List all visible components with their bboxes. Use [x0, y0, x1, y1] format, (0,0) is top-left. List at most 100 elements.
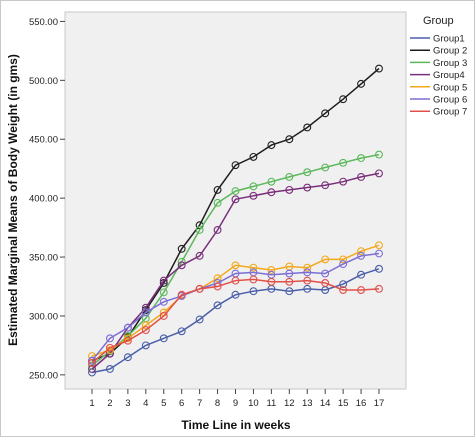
series-3-point [249, 182, 258, 191]
series-4-point [88, 365, 96, 373]
series-1-point [213, 301, 222, 310]
y-tick-label: 300.00 [29, 311, 58, 322]
x-tick-label: 4 [143, 398, 148, 409]
y-tick-label: 400.00 [29, 194, 58, 205]
legend-label: Group1 [433, 34, 465, 45]
series-2-point [339, 95, 348, 104]
series-4-point [375, 169, 383, 178]
x-tick-label: 9 [233, 398, 238, 409]
series-7-line [91, 278, 380, 364]
series-7-point [285, 277, 294, 286]
series-7-point [375, 284, 383, 293]
series-1-point [357, 270, 366, 279]
x-tick-label: 7 [197, 398, 202, 409]
series-4-point [267, 188, 276, 197]
x-tick-label: 6 [179, 398, 184, 409]
series-4-point [159, 276, 168, 285]
series-3-point [357, 154, 366, 163]
x-tick-label: 2 [107, 398, 112, 409]
series-2-point [357, 79, 366, 88]
series-5-point [231, 261, 240, 270]
series-3-point [195, 226, 204, 234]
series-7-point [177, 290, 186, 299]
series-2-point [375, 64, 383, 73]
series-1-line [91, 268, 380, 374]
series-4-point [357, 172, 366, 181]
x-tick-label: 1 [89, 398, 94, 409]
legend-label: Group 2 [433, 46, 467, 57]
series-3-point [159, 288, 168, 297]
series-4-point [177, 261, 186, 270]
series-2-point [213, 185, 222, 194]
series-6-point [357, 251, 366, 260]
x-tick-label: 15 [338, 398, 349, 409]
x-tick-label: 14 [320, 398, 331, 409]
series-5-point [303, 263, 312, 272]
series-4-point [195, 251, 204, 260]
x-tick-label: 16 [356, 398, 367, 409]
series-6-point [339, 260, 348, 269]
series-2-line [91, 67, 380, 362]
y-tick-label: 550.00 [29, 17, 58, 28]
series-4-point [213, 226, 222, 234]
x-tick-label: 5 [161, 398, 166, 409]
series-1-point [141, 341, 150, 350]
series-1-point [303, 284, 312, 293]
series-1-point [249, 287, 258, 296]
series-3-point [231, 187, 240, 196]
series-4-point [285, 185, 294, 194]
series-6-point [159, 297, 168, 306]
y-tick-label: 250.00 [29, 370, 58, 381]
series-2-point [177, 244, 186, 253]
series-3-line [91, 153, 380, 366]
legend-label: Group 3 [433, 58, 467, 69]
series-3-point [321, 163, 330, 172]
series-3-point [375, 150, 383, 159]
series-1-point [195, 315, 204, 324]
series-5-point [321, 255, 330, 264]
series-6-line [91, 252, 380, 362]
x-tick-label: 8 [215, 398, 220, 409]
series-1-point [339, 280, 348, 289]
series-7-point [88, 359, 96, 368]
legend-label: Group4 [433, 70, 465, 81]
series-2-point [249, 152, 258, 161]
x-tick-label: 10 [248, 398, 259, 409]
x-tick-label: 3 [125, 398, 130, 409]
series-5-line [91, 244, 380, 357]
series-7-point [105, 343, 114, 352]
legend-label: Group 7 [433, 107, 467, 118]
legend-label: Group 6 [433, 95, 467, 106]
series-6-point [105, 334, 114, 343]
y-tick-label: 450.00 [29, 135, 58, 146]
series-6-point [123, 323, 132, 332]
series-7-point [123, 336, 132, 345]
series-7-point [159, 312, 168, 320]
series-3-point [303, 168, 312, 177]
series-2-point [231, 161, 240, 170]
series-4-point [141, 303, 150, 312]
series-4-line [91, 172, 380, 370]
series-6-point [321, 269, 330, 278]
series-5-point [213, 274, 222, 283]
series-5-point [339, 255, 348, 264]
series-1-point [105, 365, 114, 373]
x-tick-label: 17 [374, 398, 385, 409]
series-5-point [375, 241, 383, 250]
series-2-point [321, 109, 330, 118]
series-4-point [303, 183, 312, 192]
legend-label: Group 5 [433, 82, 467, 93]
series-7-point [321, 279, 330, 287]
series-6-point [375, 249, 383, 258]
series-7-point [267, 277, 276, 286]
series-5-point [249, 263, 258, 272]
series-4-point [321, 181, 330, 190]
series-3-point [285, 172, 294, 181]
x-axis-title: Time Line in weeks [181, 418, 290, 432]
series-2-point [267, 141, 276, 150]
series-3-point [339, 158, 348, 167]
x-tick-label: 13 [302, 398, 313, 409]
